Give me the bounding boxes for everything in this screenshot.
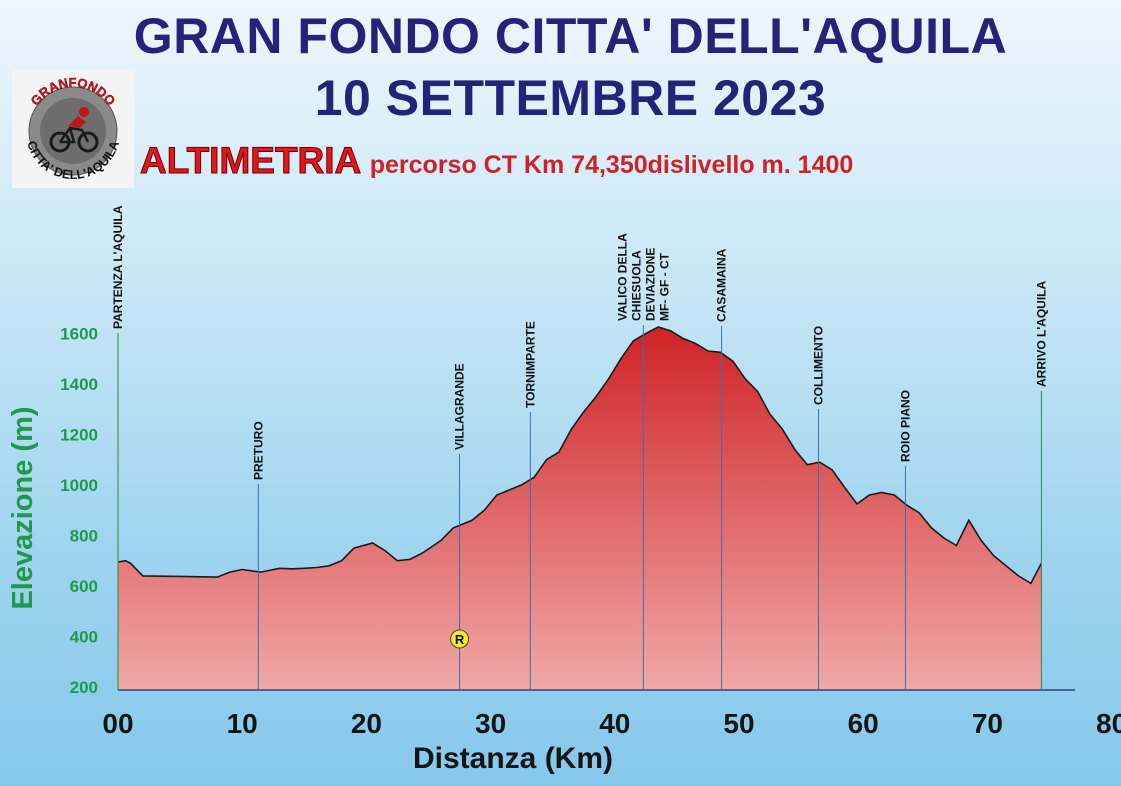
marker-label: VILLAGRANDE bbox=[453, 363, 467, 450]
x-tick-label: 80 bbox=[1096, 708, 1121, 739]
marker-label: DEVIAZIONE bbox=[643, 248, 657, 321]
x-tick-label: 40 bbox=[599, 708, 630, 739]
marker-label: PARTENZA L'AQUILA bbox=[111, 205, 125, 329]
refreshment-point bbox=[450, 629, 470, 649]
y-tick-label: 600 bbox=[70, 577, 98, 596]
y-tick-label: 200 bbox=[70, 678, 98, 697]
route-info: percorso CT Km 74,350dislivello m. 1400 bbox=[369, 151, 854, 179]
y-tick-label: 400 bbox=[70, 627, 98, 646]
x-tick-label: 70 bbox=[972, 708, 1003, 739]
x-axis-title: Distanza (Km) bbox=[413, 742, 613, 775]
y-tick-label: 1600 bbox=[60, 324, 98, 343]
refreshment-label: R bbox=[455, 632, 465, 647]
x-tick-label: 30 bbox=[475, 708, 506, 739]
marker-label: PRETURO bbox=[251, 421, 265, 480]
y-axis-title: Elevazione (m) bbox=[7, 406, 39, 609]
y-tick-label: 1000 bbox=[60, 476, 98, 495]
granfondo-logo: GRANFONDO CITTA' DELL'AQUILA bbox=[12, 70, 134, 188]
marker-label: COLLIMENTO bbox=[811, 326, 825, 405]
marker-label: CASAMAINA bbox=[715, 248, 729, 322]
altimetria-label: ALTIMETRIA bbox=[139, 140, 362, 182]
marker-label: ROIO PIANO bbox=[898, 390, 912, 462]
x-tick-label: 60 bbox=[848, 708, 879, 739]
event-date: 10 SETTEMBRE 2023 bbox=[314, 70, 827, 126]
x-tick-label: 50 bbox=[723, 708, 754, 739]
y-tick-label: 1200 bbox=[60, 425, 98, 444]
y-tick-label: 800 bbox=[70, 526, 98, 545]
page-title: GRAN FONDO CITTA' DELL'AQUILA bbox=[133, 8, 1008, 64]
subtitle: ALTIMETRIA percorso CT Km 74,350dislivel… bbox=[139, 140, 854, 182]
cyclist-icon bbox=[49, 107, 99, 153]
marker-label: MF- GF - CT bbox=[657, 252, 671, 321]
x-tick-label: 10 bbox=[227, 708, 258, 739]
elevation-area bbox=[118, 327, 1042, 690]
marker-label: CHIESUOLA bbox=[629, 250, 643, 321]
x-tick-label: 20 bbox=[351, 708, 382, 739]
marker-label: ARRIVO L'AQUILA bbox=[1034, 280, 1048, 387]
elevation-line bbox=[117, 326, 1043, 585]
marker-label: VALICO DELLA bbox=[615, 233, 629, 321]
y-tick-label: 1400 bbox=[60, 375, 98, 394]
marker-label: TORNIMPARTE bbox=[523, 321, 537, 408]
x-tick-label: 00 bbox=[102, 708, 133, 739]
